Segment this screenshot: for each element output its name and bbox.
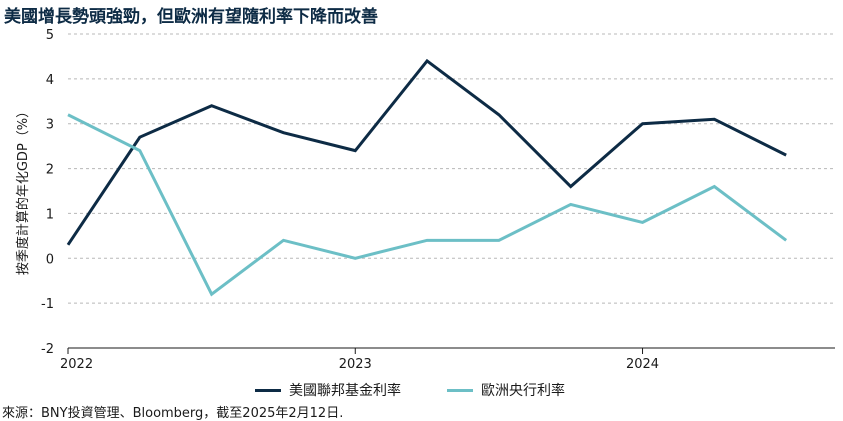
legend-label-ecb: 歐洲央行利率: [481, 383, 565, 399]
y-tick-label-2: 2: [46, 163, 54, 178]
y-tick-label-0: 0: [46, 252, 54, 267]
x-tick-label-2023: 2023: [339, 357, 372, 372]
legend-label-fed: 美國聯邦基金利率: [289, 383, 401, 399]
chart-title: 美國增長勢頭強勁，但歐洲有望隨利率下降而改善: [4, 7, 378, 27]
legend-swatch-ecb: [447, 388, 473, 392]
legend: 美國聯邦基金利率 歐洲央行利率: [255, 380, 565, 400]
y-tick-label-1: 1: [46, 207, 54, 222]
y-tick-label--2: -2: [41, 342, 54, 357]
legend-swatch-fed: [255, 388, 281, 392]
tick-labels: -2 -1 0 1 2 3 4 5 2022 2023 2024: [41, 28, 659, 372]
x-tick-label-2022: 2022: [60, 357, 93, 372]
y-tick-label--1: -1: [41, 297, 54, 312]
axes: [67, 347, 835, 354]
x-tick-label-2024: 2024: [626, 357, 659, 372]
legend-item-fed: 美國聯邦基金利率: [255, 380, 401, 400]
y-tick-label-3: 3: [46, 118, 54, 133]
source-note: 來源：BNY投資管理、Bloomberg，截至2025年2月12日.: [2, 406, 344, 421]
legend-item-ecb: 歐洲央行利率: [447, 380, 565, 400]
series-line-1: [67, 113, 788, 297]
series-lines: [66, 58, 788, 297]
series-line-0: [66, 58, 787, 246]
y-axis-label: 按季度計算的年化GDP（%）: [15, 105, 31, 275]
y-tick-label-5: 5: [46, 28, 54, 43]
gridlines: [68, 33, 835, 304]
y-tick-label-4: 4: [46, 73, 54, 88]
